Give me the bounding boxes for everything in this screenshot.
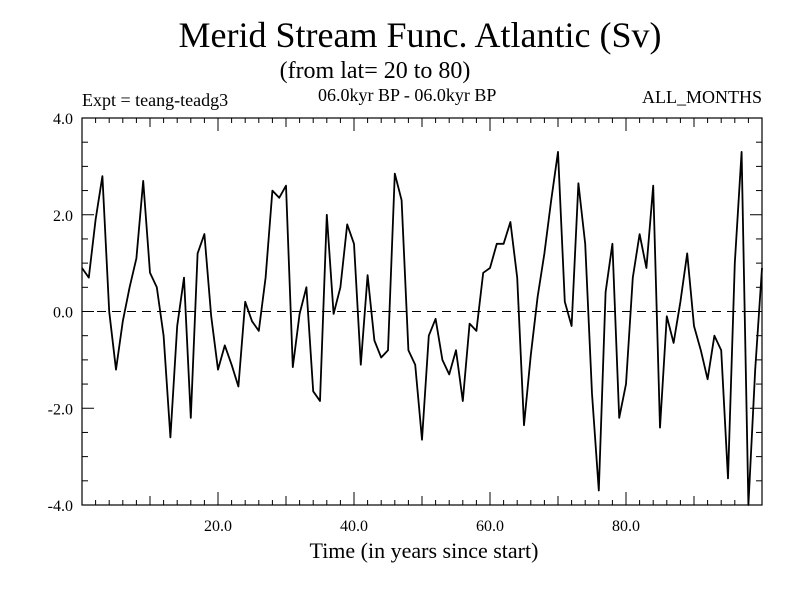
plot-frame: [81, 117, 763, 506]
points-layer: [82, 152, 762, 505]
y-tick-label: 0.0: [53, 305, 73, 322]
x-axis-label: Time (in years since start): [310, 538, 539, 563]
labels-layer: 20.0 40.0 60.0 80.0 -4.0 -2.0 0.0 2.0 4.0: [48, 111, 640, 535]
x-tick-label: 20.0: [204, 518, 232, 535]
period-label: 06.0kyr BP - 06.0kyr BP: [318, 85, 497, 105]
experiment-label: Expt = teang-teadg3: [82, 90, 229, 110]
chart-title: Merid Stream Func. Atlantic (Sv): [178, 15, 662, 55]
y-tick-label: 4.0: [53, 111, 73, 128]
x-tick-label: 80.0: [612, 518, 640, 535]
y-tick-label: -4.0: [48, 498, 73, 515]
x-tick-label: 40.0: [340, 518, 368, 535]
y-tick-label: 2.0: [53, 208, 73, 225]
series-line: [81, 150, 763, 506]
y-tick-label: -2.0: [48, 401, 73, 418]
months-label: ALL_MONTHS: [642, 87, 762, 107]
x-tick-label: 60.0: [476, 518, 504, 535]
chart-subtitle: (from lat= 20 to 80): [279, 58, 471, 84]
